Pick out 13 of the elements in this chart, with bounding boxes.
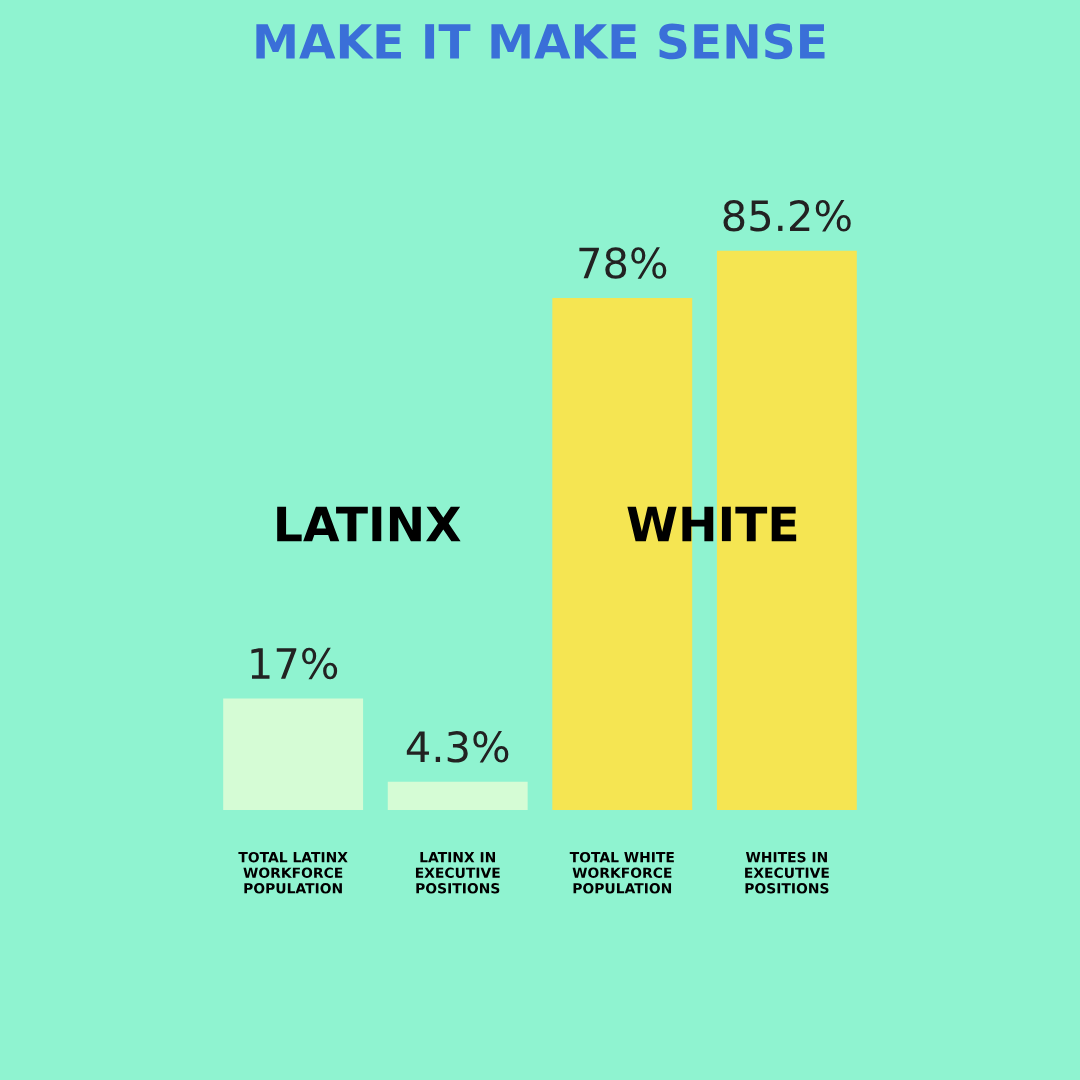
annotation: WHITE [627,506,797,542]
x-tick-label: TOTAL WHITE WORKFORCE POPULATION [569,851,674,894]
x-tick-label: LATINX IN EXECUTIVE POSITIONS [415,852,500,894]
data-label: 78% [579,247,667,279]
bar [223,698,364,810]
x-tick-label: TOTAL LATINX WORKFORCE POPULATION [238,851,348,894]
x-tick-label: WHITES IN EXECUTIVE POSITIONS [745,851,829,894]
annotation: LATINX [277,506,461,542]
data-label: 85.2% [723,200,851,232]
chart-title: MAKE IT MAKE SENSE [256,23,825,60]
bar [387,781,528,810]
data-label: 17% [251,647,338,680]
data-label: 4.3% [406,731,509,763]
